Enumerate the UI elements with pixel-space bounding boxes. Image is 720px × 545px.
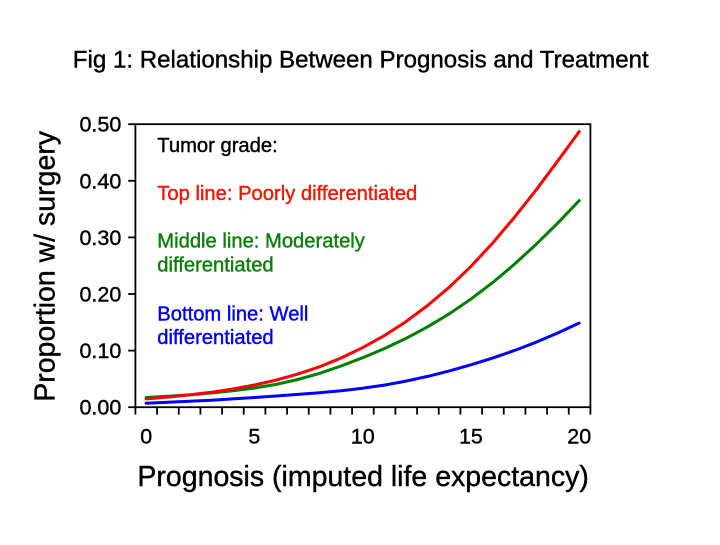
svg-text:Proportion w/ surgery: Proportion w/ surgery <box>29 130 61 402</box>
svg-text:15: 15 <box>459 425 483 449</box>
svg-text:Fig 1: Relationship Between Pr: Fig 1: Relationship Between Prognosis an… <box>73 47 649 74</box>
svg-text:Prognosis (imputed life expect: Prognosis (imputed life expectancy) <box>137 461 588 493</box>
svg-text:5: 5 <box>248 425 260 449</box>
svg-text:Top line: Poorly differentiate: Top line: Poorly differentiated <box>157 183 417 205</box>
svg-text:differentiated: differentiated <box>157 254 273 276</box>
svg-text:Middle line: Moderately: Middle line: Moderately <box>157 231 365 253</box>
svg-text:0: 0 <box>140 425 152 449</box>
svg-text:0.30: 0.30 <box>79 226 121 250</box>
svg-text:Tumor grade:: Tumor grade: <box>157 135 277 157</box>
svg-text:Bottom line: Well: Bottom line: Well <box>157 303 308 325</box>
svg-text:0.00: 0.00 <box>79 396 121 420</box>
svg-text:20: 20 <box>567 425 591 449</box>
svg-text:0.50: 0.50 <box>79 113 121 137</box>
svg-text:10: 10 <box>351 425 375 449</box>
svg-text:differentiated: differentiated <box>157 327 273 349</box>
svg-text:0.40: 0.40 <box>79 169 121 193</box>
svg-text:0.20: 0.20 <box>79 282 121 306</box>
svg-text:0.10: 0.10 <box>79 339 121 363</box>
